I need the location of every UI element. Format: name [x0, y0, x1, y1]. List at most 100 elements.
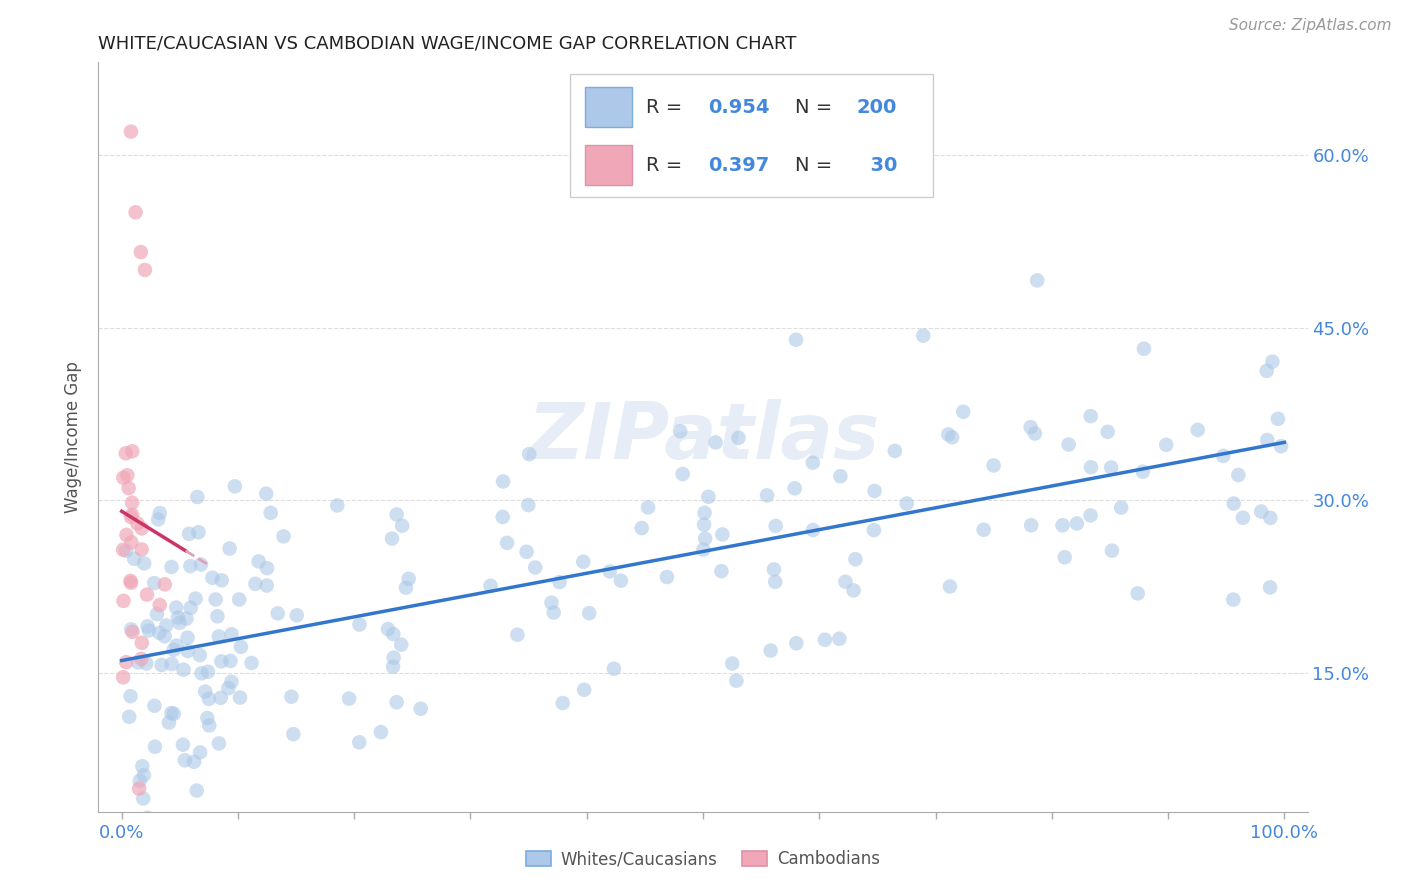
Point: [201, 571, 224, 585]
Point: [165, 600, 187, 615]
Point: [765, 519, 787, 533]
Point: [1053, 550, 1076, 565]
Point: [1019, 420, 1042, 434]
Point: [382, 650, 405, 665]
Point: [176, 611, 198, 625]
Point: [160, 706, 183, 720]
Point: [1126, 586, 1149, 600]
Point: [828, 632, 851, 646]
Point: [221, 627, 243, 641]
Point: [160, 657, 183, 671]
Point: [524, 560, 547, 574]
Point: [131, 652, 153, 666]
Point: [150, 657, 173, 672]
Point: [179, 559, 201, 574]
Point: [211, 574, 233, 588]
Point: [695, 532, 717, 546]
Point: [194, 684, 217, 698]
Point: [492, 510, 515, 524]
Point: [131, 759, 153, 773]
Point: [204, 592, 226, 607]
Point: [952, 405, 974, 419]
Point: [163, 706, 186, 721]
Point: [543, 606, 565, 620]
Point: [1222, 592, 1244, 607]
Point: [120, 575, 142, 590]
Point: [121, 624, 143, 639]
Point: [131, 521, 153, 535]
Point: [256, 578, 278, 592]
Point: [655, 570, 678, 584]
Point: [224, 836, 246, 850]
Point: [692, 542, 714, 557]
Point: [166, 639, 188, 653]
Point: [121, 444, 143, 458]
Point: [1227, 468, 1250, 483]
Point: [1026, 273, 1049, 287]
Point: [128, 773, 150, 788]
Point: [337, 691, 360, 706]
Point: [190, 558, 212, 572]
Point: [370, 725, 392, 739]
Point: [134, 557, 156, 571]
Point: [395, 581, 418, 595]
Point: [267, 607, 290, 621]
Point: [725, 673, 748, 688]
Point: [759, 643, 782, 657]
Point: [762, 562, 785, 576]
Point: [134, 263, 156, 277]
Point: [148, 512, 170, 526]
Point: [188, 746, 211, 760]
Point: [385, 508, 408, 522]
Point: [209, 690, 232, 705]
Point: [391, 518, 413, 533]
Point: [112, 594, 135, 608]
Point: [844, 552, 866, 566]
Point: [254, 486, 277, 500]
Point: [1232, 510, 1254, 524]
Point: [939, 579, 962, 593]
Point: [177, 644, 200, 658]
Point: [183, 755, 205, 769]
Point: [1261, 354, 1284, 368]
Point: [711, 527, 734, 541]
Point: [1256, 433, 1278, 447]
Point: [127, 516, 149, 531]
Point: [120, 510, 142, 524]
Point: [136, 588, 159, 602]
Y-axis label: Wage/Income Gap: Wage/Income Gap: [65, 361, 83, 513]
Point: [221, 674, 243, 689]
Point: [1133, 342, 1156, 356]
Point: [842, 583, 865, 598]
Point: [228, 592, 250, 607]
Point: [148, 626, 170, 640]
Point: [117, 468, 139, 483]
Point: [208, 736, 231, 750]
Point: [912, 328, 935, 343]
Point: [132, 768, 155, 782]
Point: [578, 606, 600, 620]
Point: [496, 536, 519, 550]
Point: [138, 624, 160, 638]
Point: [983, 458, 1005, 473]
Point: [1270, 439, 1292, 453]
Point: [551, 696, 574, 710]
Point: [1080, 460, 1102, 475]
Point: [349, 735, 371, 749]
Point: [120, 574, 142, 588]
Point: [669, 424, 692, 438]
Point: [121, 496, 143, 510]
Point: [115, 655, 138, 669]
Point: [896, 497, 918, 511]
Point: [763, 574, 786, 589]
Point: [1222, 497, 1244, 511]
Point: [163, 642, 186, 657]
Point: [187, 525, 209, 540]
Point: [167, 610, 190, 624]
Point: [118, 481, 141, 495]
Point: [209, 654, 232, 668]
Point: [785, 333, 807, 347]
Point: [115, 528, 138, 542]
Point: [1212, 449, 1234, 463]
Point: [382, 627, 405, 641]
